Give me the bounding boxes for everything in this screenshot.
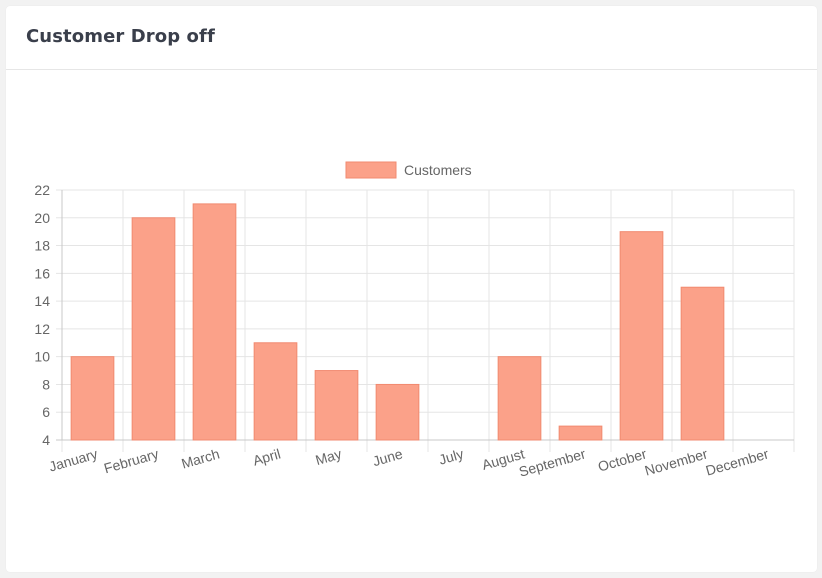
x-tick-label: April <box>251 446 282 469</box>
y-tick-label: 20 <box>34 210 50 226</box>
x-tick-label: October <box>596 445 649 474</box>
x-tick-label: June <box>371 445 405 469</box>
y-tick-label: 4 <box>42 432 50 448</box>
y-tick-label: 8 <box>42 376 50 392</box>
x-tick-label: January <box>47 446 99 475</box>
x-tick-label: September <box>517 445 588 479</box>
x-tick-label: February <box>102 446 160 477</box>
legend-label: Customers <box>404 162 472 178</box>
x-tick-label: November <box>643 445 710 478</box>
bar-november <box>680 286 725 441</box>
bar-october <box>619 231 664 441</box>
bar-january <box>70 356 115 441</box>
y-tick-label: 14 <box>34 293 50 309</box>
x-tick-label: March <box>180 446 222 472</box>
x-tick-label: December <box>704 445 771 478</box>
x-tick-label: July <box>437 446 465 468</box>
y-tick-label: 10 <box>34 349 50 365</box>
bar-may <box>314 370 359 441</box>
card-header: Customer Drop off <box>6 6 817 70</box>
x-tick-label: May <box>313 446 343 469</box>
y-tick-label: 22 <box>34 182 50 198</box>
bar-march <box>192 203 237 441</box>
card-title: Customer Drop off <box>26 26 215 47</box>
legend-swatch <box>345 161 397 179</box>
y-tick-label: 12 <box>34 321 50 337</box>
y-tick-label: 6 <box>42 404 50 420</box>
y-tick-label: 18 <box>34 238 50 254</box>
bar-june <box>375 383 420 441</box>
y-tick-label: 16 <box>34 265 50 281</box>
bar-august <box>497 356 542 441</box>
bar-april <box>253 342 298 441</box>
bar-september <box>558 425 603 441</box>
bar-february <box>131 217 176 441</box>
